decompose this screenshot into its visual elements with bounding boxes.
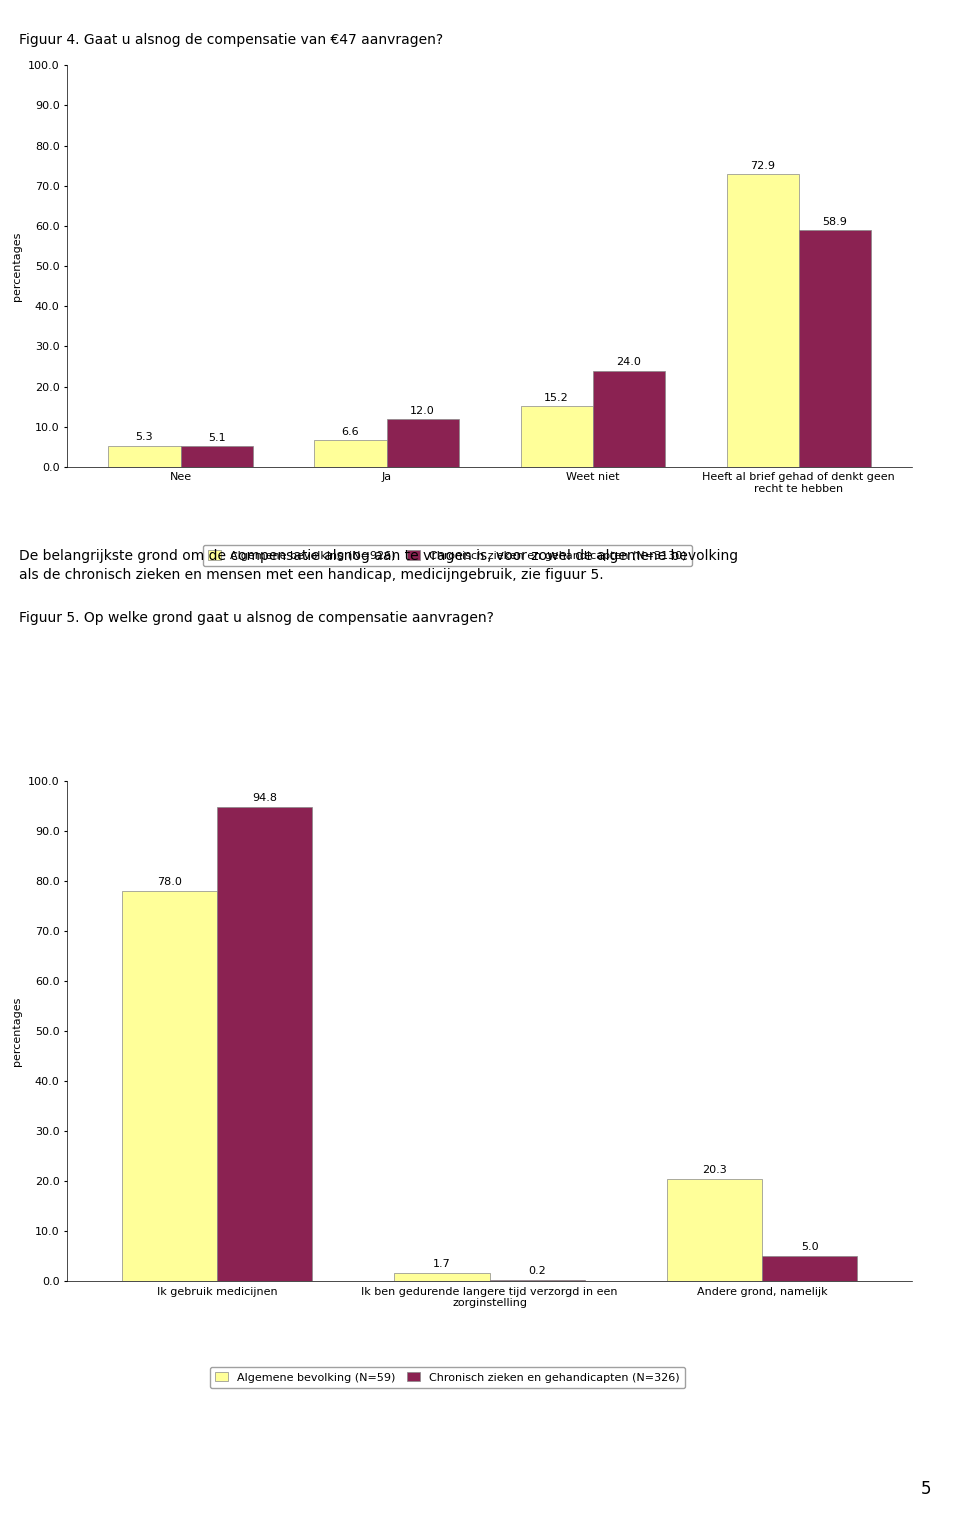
Text: 20.3: 20.3 (702, 1166, 727, 1175)
Bar (122, 891, 217, 1281)
Bar (108, 446, 180, 467)
Bar (217, 807, 312, 1281)
Text: 5.0: 5.0 (801, 1242, 819, 1252)
Bar (520, 406, 592, 467)
Text: 15.2: 15.2 (544, 393, 569, 403)
Bar (727, 174, 799, 467)
Text: 78.0: 78.0 (156, 876, 181, 887)
Text: 1.7: 1.7 (433, 1258, 451, 1269)
Y-axis label: percentages: percentages (12, 232, 22, 300)
Text: Figuur 5. Op welke grond gaat u alsnog de compensatie aanvragen?: Figuur 5. Op welke grond gaat u alsnog d… (19, 611, 494, 625)
Text: 94.8: 94.8 (252, 793, 277, 803)
Bar (667, 1179, 762, 1281)
Bar (387, 418, 459, 467)
Legend: Algemene bevolking (N=59), Chronisch zieken en gehandicapten (N=326): Algemene bevolking (N=59), Chronisch zie… (209, 1366, 685, 1389)
Legend: Algemene bevolking (N=926), Chronisch zieken en gehandicapten (N=3130): Algemene bevolking (N=926), Chronisch zi… (203, 544, 692, 567)
Text: 5.3: 5.3 (135, 432, 154, 443)
Bar (180, 446, 252, 467)
Text: 12.0: 12.0 (410, 405, 435, 415)
Text: De belangrijkste grond om de compensatie alsnog aan te vragen is, voor zowel de : De belangrijkste grond om de compensatie… (19, 549, 738, 582)
Bar (762, 1255, 857, 1281)
Bar (395, 1272, 490, 1281)
Bar (592, 370, 664, 467)
Bar (799, 230, 871, 467)
Bar (315, 441, 387, 467)
Text: Figuur 4. Gaat u alsnog de compensatie van €47 aanvragen?: Figuur 4. Gaat u alsnog de compensatie v… (19, 33, 444, 47)
Text: 0.2: 0.2 (528, 1266, 546, 1276)
Text: 24.0: 24.0 (616, 358, 641, 367)
Text: 72.9: 72.9 (750, 161, 775, 171)
Text: 6.6: 6.6 (342, 428, 359, 437)
Text: 58.9: 58.9 (823, 217, 847, 227)
Y-axis label: percentages: percentages (12, 996, 22, 1066)
Text: 5: 5 (921, 1480, 931, 1498)
Text: 5.1: 5.1 (207, 434, 226, 443)
